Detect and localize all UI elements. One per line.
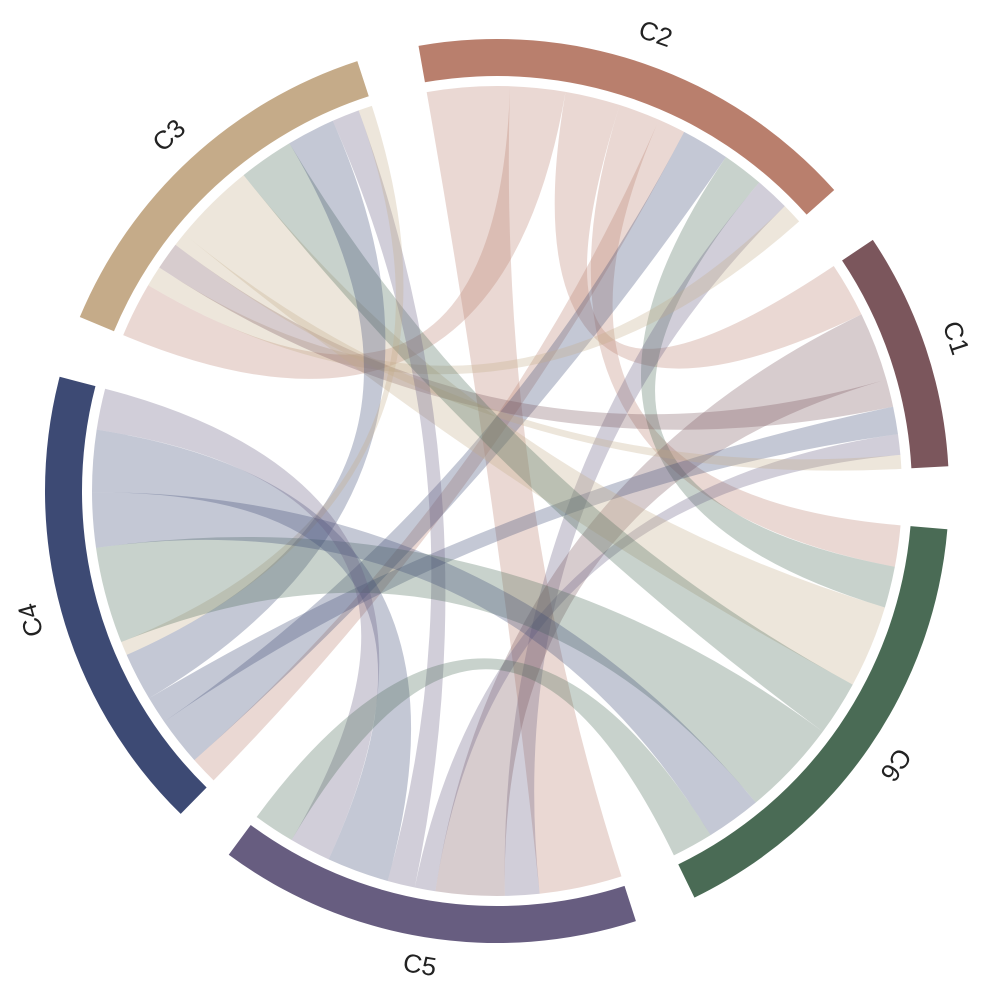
- chord: [92, 492, 756, 836]
- chord: [91, 429, 412, 881]
- chord: [149, 406, 898, 722]
- chord: [332, 110, 446, 888]
- chord: [175, 233, 902, 471]
- group-label: C5: [401, 947, 439, 982]
- chord: [426, 85, 622, 894]
- group-arc: [678, 526, 948, 898]
- chord: [184, 175, 885, 685]
- chord: [504, 182, 785, 896]
- chord: [590, 105, 901, 567]
- chord: [96, 537, 823, 803]
- group-label: C2: [635, 14, 676, 53]
- chord: [243, 143, 853, 732]
- chord: [123, 86, 566, 379]
- chord: [554, 91, 862, 369]
- group-arc: [418, 39, 835, 215]
- chord: [414, 434, 901, 892]
- group-arc: [79, 61, 369, 332]
- group-arcs: [44, 39, 949, 943]
- group-label: C1: [937, 317, 976, 358]
- chord: [640, 156, 895, 608]
- group-label: C6: [874, 743, 918, 787]
- chord: [159, 244, 894, 430]
- group-arc: [842, 239, 949, 469]
- chord: [121, 105, 404, 655]
- chords: [91, 85, 902, 896]
- group-arc: [44, 376, 207, 814]
- chord: [96, 388, 380, 860]
- chord: [256, 658, 711, 856]
- group-label: C3: [146, 113, 191, 158]
- chord: [126, 120, 386, 699]
- group-arc: [228, 825, 636, 943]
- chord: [194, 119, 685, 781]
- chord: [435, 314, 887, 896]
- chord: [164, 131, 726, 761]
- group-label: C4: [12, 600, 50, 640]
